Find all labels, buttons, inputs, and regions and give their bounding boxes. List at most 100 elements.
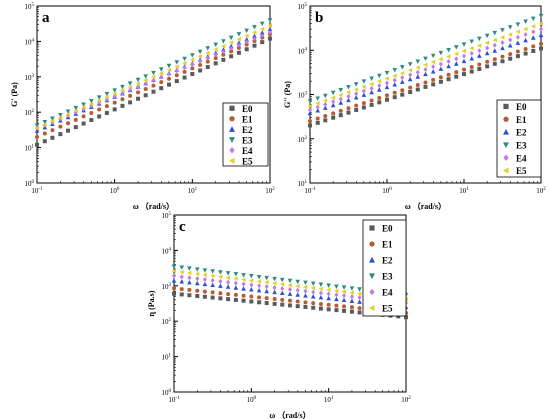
data-point: [318, 286, 323, 292]
data-point: [241, 281, 246, 287]
data-point: [353, 95, 359, 100]
data-point: [461, 42, 467, 47]
data-point: [376, 78, 382, 84]
y-tick-label: 105: [162, 212, 172, 220]
data-point: [538, 32, 544, 38]
data-point: [423, 66, 428, 72]
legend-marker: [369, 273, 375, 280]
data-point: [236, 32, 242, 37]
data-point: [369, 102, 374, 107]
x-tick-label: 10-1: [31, 187, 43, 195]
data-point: [179, 287, 184, 292]
data-point: [225, 284, 231, 289]
data-point: [159, 86, 164, 91]
data-point: [338, 108, 343, 113]
data-point: [120, 88, 125, 93]
data-point: [469, 39, 475, 44]
data-point: [280, 285, 285, 291]
data-point: [515, 49, 520, 54]
data-point: [315, 100, 320, 106]
data-point: [217, 274, 223, 280]
data-point: [308, 119, 312, 124]
y-tick-label: 103: [25, 74, 35, 82]
data-point: [233, 276, 238, 281]
data-point: [244, 33, 249, 39]
data-point: [342, 304, 347, 309]
data-point: [392, 67, 398, 73]
data-point: [539, 46, 543, 51]
legend-marker: [502, 167, 509, 174]
data-point: [369, 98, 374, 103]
data-point: [369, 81, 374, 87]
data-point: [202, 294, 207, 299]
data-point: [539, 41, 543, 46]
data-point: [249, 287, 254, 292]
data-point: [241, 298, 246, 303]
series-E3: [307, 13, 544, 104]
data-point: [349, 290, 354, 295]
data-point: [143, 77, 148, 83]
data-point: [476, 53, 482, 58]
x-axis-label: ω （rad/s）: [133, 201, 174, 211]
data-point: [342, 308, 347, 313]
data-point: [287, 298, 292, 303]
data-point: [256, 287, 262, 293]
data-point: [477, 48, 482, 54]
data-point: [523, 46, 528, 51]
data-point: [213, 47, 218, 52]
data-point: [484, 33, 490, 39]
data-point: [303, 288, 308, 294]
data-point: [354, 103, 359, 108]
legend-marker: [503, 103, 509, 110]
data-point: [221, 57, 226, 62]
data-point: [477, 66, 482, 71]
data-point: [268, 29, 272, 35]
data-point: [252, 33, 257, 39]
data-point: [179, 265, 185, 270]
data-point: [318, 282, 324, 287]
data-point: [484, 50, 490, 56]
data-point: [179, 274, 184, 280]
legend-label: E3: [516, 140, 527, 150]
data-point: [485, 59, 490, 64]
data-point: [218, 283, 223, 288]
data-point: [361, 105, 366, 110]
data-point: [202, 277, 207, 283]
data-point: [407, 62, 413, 67]
data-point: [190, 53, 195, 58]
data-point: [42, 139, 47, 144]
data-point: [233, 280, 238, 286]
data-point: [81, 102, 86, 107]
data-point: [229, 54, 234, 59]
data-point: [438, 50, 444, 56]
data-point: [315, 116, 320, 121]
data-point: [538, 13, 544, 19]
data-point: [415, 83, 420, 88]
data-point: [58, 124, 63, 129]
data-point: [187, 275, 192, 281]
data-point: [249, 282, 254, 288]
data-point: [249, 274, 254, 279]
data-point: [174, 73, 179, 78]
legend-label: E1: [516, 115, 527, 125]
data-point: [182, 75, 187, 80]
data-point: [264, 280, 269, 285]
legend-label: E0: [516, 102, 527, 112]
data-point: [35, 142, 39, 147]
data-point: [112, 91, 117, 97]
data-point: [34, 125, 39, 131]
data-point: [198, 68, 203, 73]
data-point: [198, 62, 203, 67]
data-point: [42, 120, 48, 125]
data-point: [252, 30, 257, 35]
data-point: [338, 100, 344, 105]
data-point: [120, 103, 125, 108]
data-point: [438, 61, 443, 67]
data-point: [323, 114, 328, 119]
data-point: [454, 74, 459, 79]
data-point: [311, 305, 316, 310]
data-point: [187, 279, 192, 285]
data-point: [384, 70, 390, 76]
y-axis-label: G'' (Pa): [283, 81, 292, 108]
data-point: [485, 64, 490, 69]
